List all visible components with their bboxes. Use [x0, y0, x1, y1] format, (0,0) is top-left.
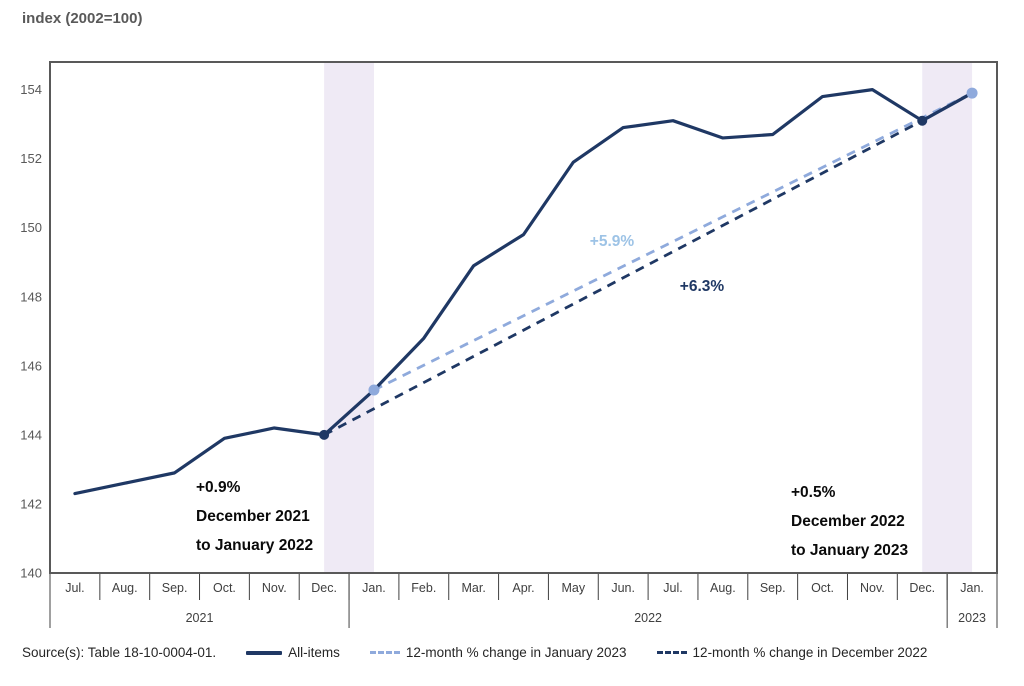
dashed-line-swatch [656, 651, 687, 654]
dashed-line-swatch [369, 651, 400, 654]
note-dec2021-jan2022: +0.9% December 2021 to January 2022 [196, 479, 313, 554]
pct-label-dec2022: +6.3% [680, 278, 725, 295]
y-tick-label: 152 [20, 151, 42, 166]
month-label: Jul. [65, 581, 84, 595]
plot-border [49, 61, 998, 574]
month-label: Aug. [112, 581, 138, 595]
month-label: Dec. [311, 581, 337, 595]
month-label: Apr. [512, 581, 534, 595]
month-label: Sep. [162, 581, 188, 595]
y-tick-label: 140 [20, 566, 42, 581]
month-label: Oct. [213, 581, 236, 595]
month-label: Sep. [760, 581, 786, 595]
month-label: Nov. [860, 581, 885, 595]
month-label: Dec. [909, 581, 935, 595]
y-tick-label: 148 [20, 289, 42, 304]
month-label: Jan. [960, 581, 984, 595]
month-label: Aug. [710, 581, 736, 595]
data-point-marker [368, 384, 380, 396]
solid-line-swatch [246, 650, 283, 655]
y-tick-label: 144 [20, 427, 42, 442]
legend-label: 12-month % change in January 2023 [405, 645, 627, 660]
month-label: Jun. [611, 581, 635, 595]
year-label: 2023 [958, 611, 986, 625]
month-label: May [562, 581, 586, 595]
month-label: Feb. [411, 581, 436, 595]
legend-item-12-month-change-in-january-2023: 12-month % change in January 2023 [369, 645, 627, 660]
month-label: Oct. [811, 581, 834, 595]
data-point-marker [966, 87, 978, 99]
pct-label-jan2023: +5.9% [590, 233, 635, 250]
legend-item-12-month-change-in-december-2022: 12-month % change in December 2022 [656, 645, 928, 660]
month-label: Mar. [462, 581, 486, 595]
year-label: 2022 [634, 611, 662, 625]
legend-item-all-items: All-items [246, 645, 340, 660]
twelve-month-change-line [373, 91, 973, 392]
data-point-marker [319, 429, 330, 440]
legend-label: All-items [288, 645, 340, 660]
legend-bar: Source(s): Table 18-10-0004-01. All-item… [0, 645, 1024, 660]
y-tick-label: 150 [20, 220, 42, 235]
legend-label: 12-month % change in December 2022 [692, 645, 928, 660]
month-label: Jan. [362, 581, 386, 595]
y-tick-label: 154 [20, 82, 42, 97]
highlight-band [324, 62, 374, 573]
note-dec2022-jan2023: +0.5% December 2022 to January 2023 [791, 484, 909, 559]
month-label: Jul. [663, 581, 682, 595]
source-text: Source(s): Table 18-10-0004-01. [22, 645, 217, 660]
month-label: Nov. [262, 581, 287, 595]
all-items-line [73, 88, 974, 496]
chart-title: index (2002=100) [22, 10, 143, 27]
twelve-month-change-line [323, 119, 923, 437]
y-tick-label: 142 [20, 496, 42, 511]
y-tick-label: 146 [20, 358, 42, 373]
year-label: 2021 [186, 611, 214, 625]
plot-area: 154 152 150 148 146 144 142 140 Jul. Aug. Sep. Oct.… [20, 61, 998, 628]
data-point-marker [917, 115, 928, 126]
highlight-band [922, 62, 973, 573]
